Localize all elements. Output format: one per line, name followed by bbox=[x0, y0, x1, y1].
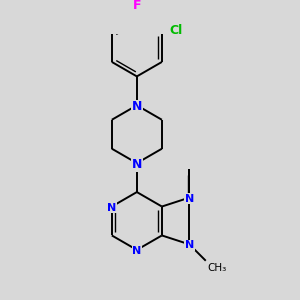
Text: N: N bbox=[185, 194, 194, 204]
Text: F: F bbox=[133, 0, 141, 12]
Text: N: N bbox=[107, 202, 116, 212]
Text: N: N bbox=[132, 158, 142, 171]
Text: Cl: Cl bbox=[170, 24, 183, 37]
Text: N: N bbox=[185, 240, 194, 250]
Text: CH₃: CH₃ bbox=[207, 263, 226, 273]
Text: N: N bbox=[132, 100, 142, 113]
Text: N: N bbox=[132, 246, 142, 256]
